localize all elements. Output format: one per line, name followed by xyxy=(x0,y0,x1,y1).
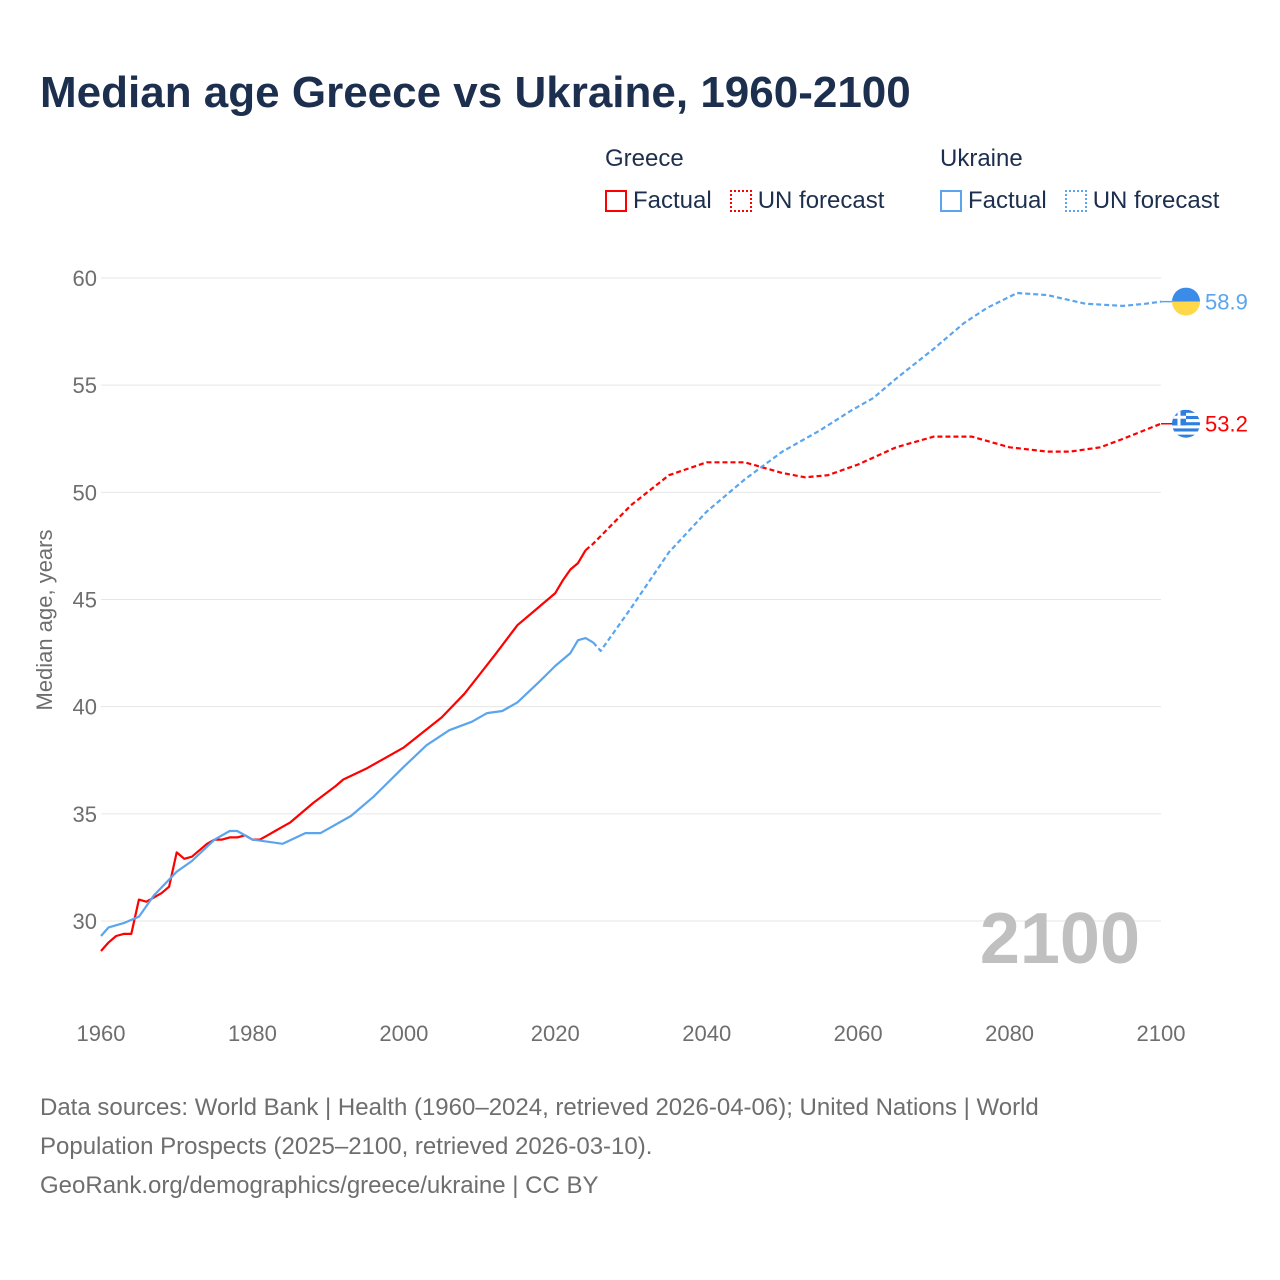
x-tick-label: 2040 xyxy=(682,1021,731,1046)
legend-ukraine-factual[interactable]: Factual xyxy=(940,187,1047,215)
y-tick-label: 35 xyxy=(73,802,97,827)
legend-greece-title: Greece xyxy=(605,145,684,172)
legend-greece-factual[interactable]: Factual xyxy=(605,187,712,215)
dotted-swatch-icon xyxy=(1064,190,1087,212)
legend-label: UN forecast xyxy=(757,187,885,214)
ukraine-forecast-line xyxy=(592,291,1162,652)
legend-label: UN forecast xyxy=(1092,187,1220,214)
y-tick-label: 60 xyxy=(73,266,97,291)
x-tick-label: 1980 xyxy=(228,1021,277,1046)
y-tick-label: 40 xyxy=(73,695,97,720)
x-tick-label: 2080 xyxy=(985,1021,1034,1046)
y-tick-label: 45 xyxy=(73,588,97,613)
legend-label: Factual xyxy=(968,187,1047,214)
x-tick-label: 2020 xyxy=(531,1021,580,1046)
chart-title: Median age Greece vs Ukraine, 1960-2100 xyxy=(40,68,911,117)
solid-swatch-icon xyxy=(605,190,627,212)
greece-end-value: 53.2 xyxy=(1205,412,1248,437)
x-tick-label: 1960 xyxy=(77,1021,126,1046)
footer-sources-2: Population Prospects (2025–2100, retriev… xyxy=(40,1133,653,1160)
ukraine-flag-icon xyxy=(1172,287,1200,316)
dotted-swatch-icon xyxy=(729,190,752,212)
legend-label: Factual xyxy=(633,187,712,214)
greece-forecast-line xyxy=(584,422,1162,552)
footer: Data sources: World Bank | Health (1960–… xyxy=(40,1088,1240,1205)
ukraine-factual-line xyxy=(100,637,594,937)
solid-swatch-icon xyxy=(940,190,962,212)
greece-flag-icon xyxy=(1172,409,1200,438)
y-axis-label: Median age, years xyxy=(32,530,57,711)
greece-factual-line xyxy=(100,549,587,952)
y-tick-label: 30 xyxy=(73,909,97,934)
y-tick-label: 50 xyxy=(73,480,97,505)
legend-greece: Greece Factual UN forecast xyxy=(605,145,902,215)
legend-ukraine: Ukraine Factual UN forecast xyxy=(940,145,1237,215)
footer-credit[interactable]: GeoRank.org/demographics/greece/ukraine … xyxy=(40,1172,599,1199)
x-tick-label: 2000 xyxy=(379,1021,428,1046)
x-tick-label: 2100 xyxy=(1137,1021,1186,1046)
legend-greece-forecast[interactable]: UN forecast xyxy=(729,187,885,215)
legend-ukraine-title: Ukraine xyxy=(940,145,1023,172)
y-tick-label: 55 xyxy=(73,373,97,398)
legend-ukraine-forecast[interactable]: UN forecast xyxy=(1064,187,1220,215)
year-watermark: 2100 xyxy=(980,899,1140,979)
footer-sources-1: Data sources: World Bank | Health (1960–… xyxy=(40,1094,1039,1121)
ukraine-end-value: 58.9 xyxy=(1205,290,1248,315)
x-tick-label: 2060 xyxy=(834,1021,883,1046)
